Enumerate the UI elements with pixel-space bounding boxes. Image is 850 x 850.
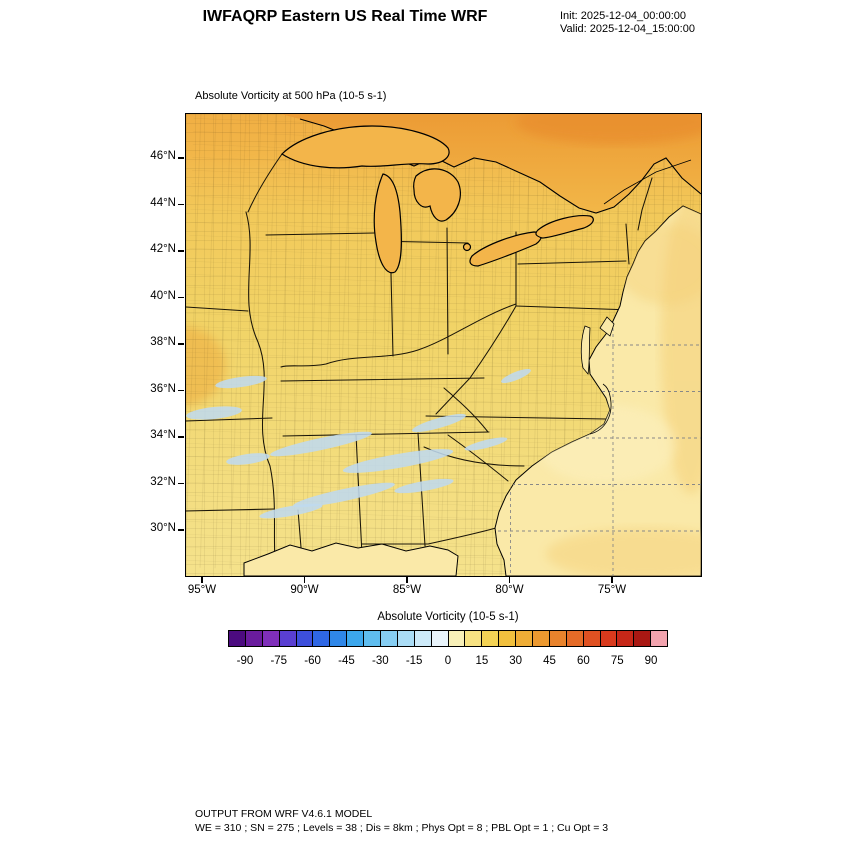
footer-model: OUTPUT FROM WRF V4.6.1 MODEL (195, 808, 373, 820)
lon-tick-label: 95°W (187, 584, 217, 596)
colorbar-cell (634, 631, 652, 646)
colorbar-tick-label: 75 (610, 655, 624, 667)
colorbar-tick-label: 60 (576, 655, 590, 667)
colorbar-tick-label: 90 (644, 655, 658, 667)
lake-erie (469, 231, 542, 267)
init-time: Init: 2025-12-04_00:00:00 (560, 10, 686, 22)
colorbar-cell (313, 631, 331, 646)
colorbar-tick-label: -30 (371, 655, 389, 667)
lat-tick-mark (178, 482, 184, 485)
init-valid-block: Init: 2025-12-04_00:00:00 Valid: 2025-12… (560, 10, 695, 36)
lat-tick-label: 46°N (150, 150, 176, 162)
colorbar-tick-label: 45 (543, 655, 556, 667)
plot-title: IWFAQRP Eastern US Real Time WRF (202, 8, 488, 25)
colorbar-tick-label: -60 (304, 655, 321, 667)
lat-tick-mark (178, 343, 184, 345)
lon-tick-mark (303, 576, 306, 583)
lake-huron (413, 168, 461, 222)
lat-tick-label: 40°N (150, 289, 176, 302)
footer: OUTPUT FROM WRF V4.6.1 MODEL WE = 310 ; … (195, 808, 608, 835)
colorbar-cell (482, 631, 500, 646)
gulf-of-mexico (243, 542, 459, 576)
lat-tick-label: 42°N (150, 243, 176, 255)
colorbar-cell (431, 631, 449, 646)
map-frame (185, 113, 702, 577)
colorbar-cell (296, 631, 314, 646)
colorbar-cell (651, 631, 668, 646)
colorbar-cell (583, 631, 601, 646)
lat-tick-label: 32°N (150, 475, 176, 488)
valid-time: Valid: 2025-12-04_15:00:00 (560, 23, 695, 35)
lon-tick-label: 80°W (495, 584, 524, 596)
colorbar-tick-label: 15 (475, 655, 489, 667)
colorbar-tick-label: -90 (236, 655, 254, 667)
lat-tick-label: 30°N (150, 522, 176, 534)
lat-tick-mark (178, 157, 184, 159)
colorbar-cell (229, 631, 246, 646)
lat-tick-label: 36°N (150, 382, 176, 395)
colorbar-cell (533, 631, 550, 646)
colorbar-cell (448, 631, 466, 646)
outer-banks (589, 383, 612, 435)
colorbar-cell (549, 631, 567, 646)
lat-tick-label: 34°N (150, 429, 176, 441)
lon-tick-label: 75°W (597, 584, 627, 596)
colorbar-tick-label: -45 (338, 655, 355, 667)
colorbar-tick-label: 0 (444, 655, 452, 667)
colorbar-cell (516, 631, 534, 646)
colorbar-cell (381, 631, 398, 646)
colorbar-cell (347, 631, 365, 646)
colorbar-cell (465, 631, 483, 646)
colorbar-bar (228, 630, 668, 647)
colorbar-cell (600, 631, 618, 646)
lat-tick-mark (178, 389, 184, 392)
colorbar-cell (414, 631, 432, 646)
negative-vorticity-streaks (186, 368, 531, 519)
chesapeake-bay (580, 325, 591, 375)
lon-tick-label: 90°W (290, 584, 319, 596)
lat-tick-label: 38°N (150, 336, 176, 348)
colorbar-cell (364, 631, 382, 646)
colorbar-cell (499, 631, 517, 646)
colorbar-cell (397, 631, 415, 646)
lon-tick-mark (611, 576, 613, 583)
colorbar-tick-label: -15 (405, 655, 423, 667)
lat-tick-mark (178, 296, 184, 299)
lat-tick-label: 44°N (150, 196, 176, 209)
field-label: Absolute Vorticity at 500 hPa (10-5 s-1) (195, 90, 387, 102)
lat-tick-mark (178, 529, 184, 531)
lon-tick-label: 85°W (392, 584, 422, 596)
lake-ontario (535, 215, 594, 239)
lat-tick-mark (178, 203, 184, 206)
lat-tick-mark (178, 436, 184, 438)
colorbar-tick-label: -75 (270, 655, 288, 667)
lake-st-clair (462, 242, 472, 252)
lon-tick-mark (406, 576, 408, 583)
colorbar-labels: -90 -75 -60 -45 -30 -15 0 15 30 45 60 75 90 (228, 655, 668, 671)
lat-tick-mark (178, 250, 184, 252)
colorbar-cell (245, 631, 263, 646)
lake-michigan (373, 173, 403, 274)
lon-tick-mark (508, 576, 511, 583)
colorbar-cell (262, 631, 280, 646)
colorbar-cell (330, 631, 348, 646)
lake-superior (281, 125, 450, 169)
colorbar-title: Absolute Vorticity (10-5 s-1) (377, 611, 519, 623)
great-lakes (281, 125, 594, 274)
wrf-map (186, 114, 701, 576)
colorbar-cell (279, 631, 297, 646)
delaware-bay (599, 316, 615, 337)
colorbar-tick-label: 30 (509, 655, 523, 667)
colorbar-cell (617, 631, 635, 646)
lon-tick-mark (201, 576, 203, 583)
colorbar-cell (566, 631, 584, 646)
footer-config: WE = 310 ; SN = 275 ; Levels = 38 ; Dis … (195, 821, 609, 834)
